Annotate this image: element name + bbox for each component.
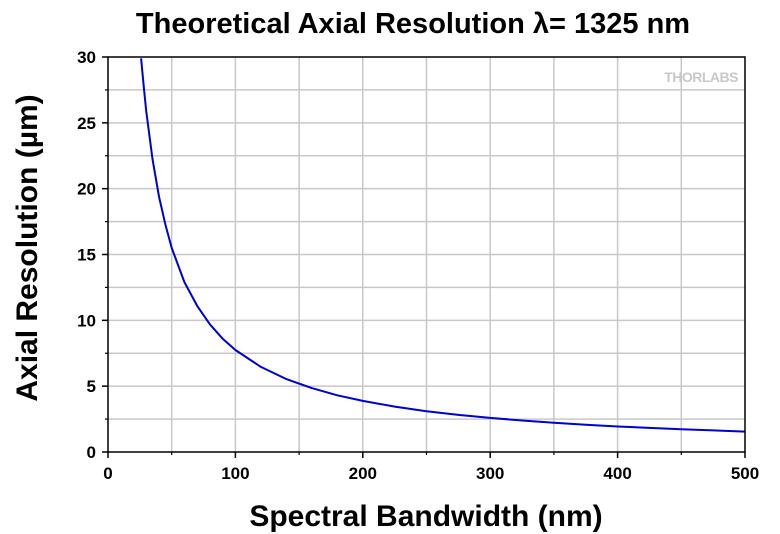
x-tick-label: 200	[349, 464, 377, 483]
y-tick-label: 10	[77, 311, 96, 330]
plot-area	[140, 58, 746, 433]
y-tick-label: 25	[77, 114, 96, 133]
x-axis-label: Spectral Bandwidth (nm)	[249, 500, 602, 533]
x-tick-label: 400	[603, 464, 631, 483]
x-tick-label: 0	[103, 464, 112, 483]
y-tick-label: 5	[87, 377, 96, 396]
chart-title: Theoretical Axial Resolution λ= 1325 nm	[136, 8, 690, 40]
series-line	[140, 58, 746, 433]
x-tick-label: 500	[731, 464, 759, 483]
y-tick-label: 30	[77, 48, 96, 67]
thorlabs-logo: THORLABS	[664, 69, 738, 85]
x-tick-label: 100	[221, 464, 249, 483]
plot-frame	[107, 56, 746, 453]
y-tick-label: 15	[77, 246, 96, 265]
x-tick-label: 300	[476, 464, 504, 483]
x-axis-ticks: 0 100 200 300 400 500	[103, 452, 759, 483]
y-tick-label: 20	[77, 180, 96, 199]
y-axis-ticks: 0 5 10 15 20 25 30	[77, 48, 108, 462]
y-axis-label: Axial Resolution (µm)	[11, 94, 44, 401]
y-tick-label: 0	[87, 443, 96, 462]
grid	[108, 57, 745, 452]
